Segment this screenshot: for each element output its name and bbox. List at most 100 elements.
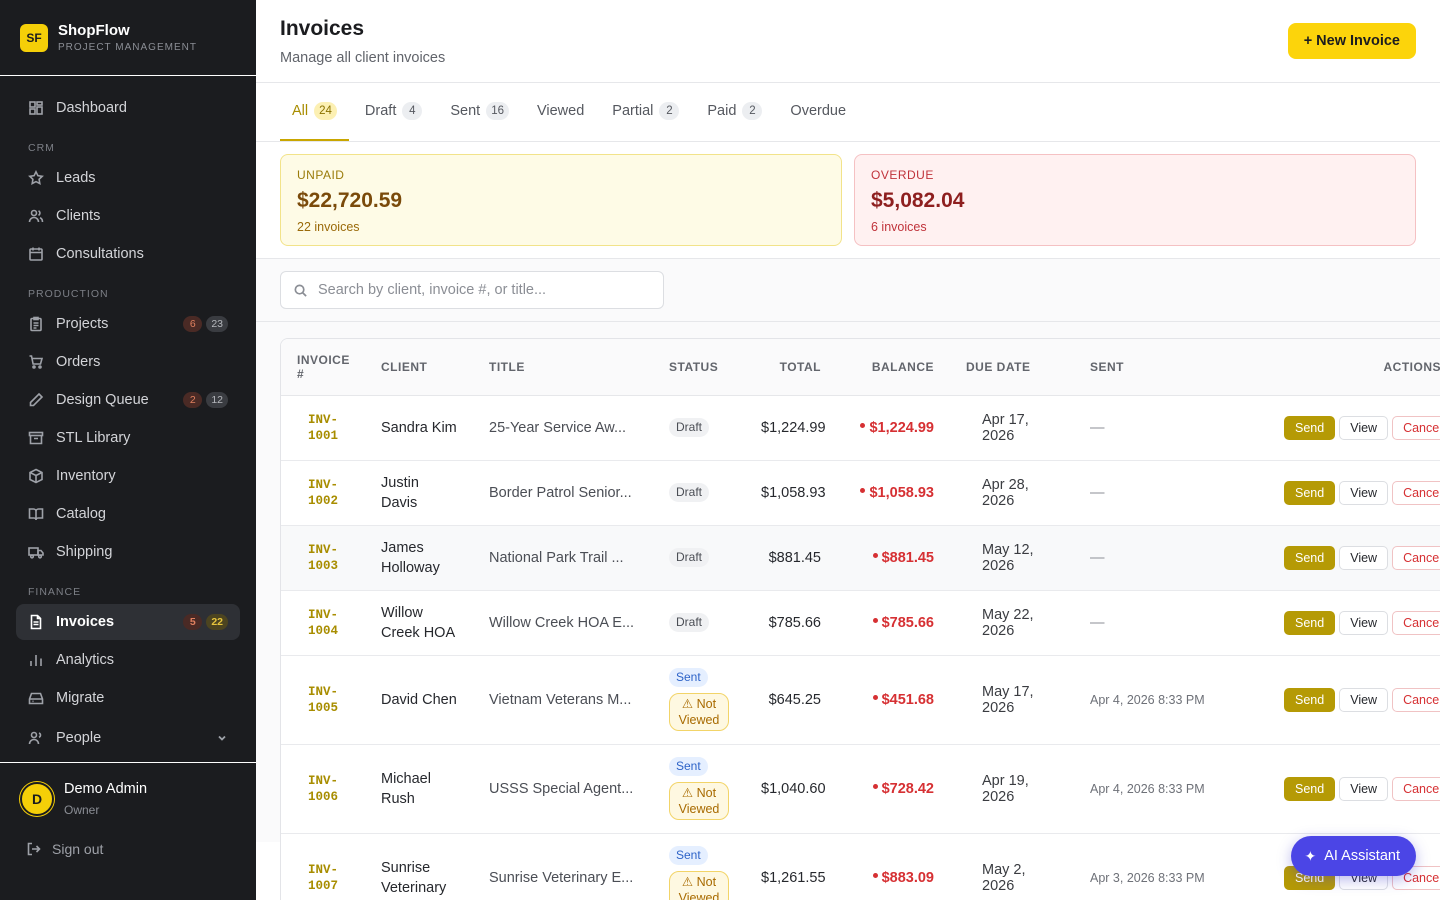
- package-icon: [28, 468, 44, 484]
- tab-sent[interactable]: Sent 16: [438, 83, 521, 141]
- invoice-number-cell[interactable]: INV- 1003: [281, 525, 365, 591]
- header-client[interactable]: CLIENT: [365, 339, 473, 396]
- status-badge: Draft: [669, 483, 710, 502]
- table-row[interactable]: INV- 1003 James Holloway National Park Trai…: [281, 525, 1440, 591]
- send-button[interactable]: Send: [1284, 776, 1336, 801]
- main-content: Invoices Manage all client invoices + Ne…: [256, 0, 1440, 900]
- header-status[interactable]: STATUS: [653, 339, 745, 396]
- cancel-button[interactable]: Cancel: [1392, 480, 1440, 505]
- star-icon: [28, 170, 44, 186]
- sidebar-item-migrate[interactable]: Migrate: [16, 680, 240, 716]
- invoice-number: 1003: [308, 558, 339, 573]
- tab-overdue[interactable]: Overdue: [778, 83, 858, 141]
- actions-cell: Send View Cancel: [1224, 460, 1440, 526]
- total-cell: $1,040.60: [745, 744, 837, 834]
- sidebar-item-projects[interactable]: Projects 6 23: [16, 306, 240, 342]
- send-button[interactable]: Send: [1284, 545, 1336, 570]
- ai-assistant-button[interactable]: ✦ AI Assistant: [1290, 836, 1416, 876]
- invoice-number: 1004: [308, 623, 339, 638]
- sent-cell: —: [1074, 525, 1224, 591]
- send-button[interactable]: Send: [1284, 610, 1336, 635]
- new-invoice-button[interactable]: + New Invoice: [1287, 23, 1416, 59]
- sidebar-item-consultations[interactable]: Consultations: [16, 236, 240, 272]
- ai-assistant-label: AI Assistant: [1324, 848, 1400, 864]
- search-input[interactable]: [318, 282, 648, 298]
- header-due-date[interactable]: DUE DATE: [950, 339, 1074, 396]
- header-balance[interactable]: BALANCE: [837, 339, 950, 396]
- sidebar-item-orders[interactable]: Orders: [16, 344, 240, 380]
- view-button[interactable]: View: [1339, 776, 1389, 801]
- view-button[interactable]: View: [1339, 610, 1389, 635]
- tab-count: 24: [314, 102, 337, 120]
- view-button[interactable]: View: [1339, 415, 1389, 440]
- cancel-button[interactable]: Cancel: [1392, 415, 1440, 440]
- tab-count: 2: [742, 102, 763, 120]
- user-profile[interactable]: D Demo Admin Owner: [20, 781, 236, 817]
- sidebar-item-clients[interactable]: Clients: [16, 198, 240, 234]
- hard-drive-icon: [28, 690, 44, 706]
- sidebar-item-invoices[interactable]: Invoices 5 22: [16, 604, 240, 640]
- table-row[interactable]: INV- 1005 David Chen Vietnam Veterans M... S…: [281, 655, 1440, 745]
- balance-value: $1,224.99: [869, 419, 934, 436]
- unpaid-value: $22,720.59: [297, 189, 403, 212]
- sidebar-item-label: Leads: [56, 170, 96, 186]
- sidebar-item-leads[interactable]: Leads: [16, 160, 240, 196]
- due-date-cell: May 17, 2026: [950, 655, 1074, 745]
- table-row[interactable]: INV- 1006 Michael Rush USSS Special Agent..…: [281, 744, 1440, 834]
- invoice-number-cell[interactable]: INV- 1004: [281, 590, 365, 656]
- header-invoice[interactable]: INVOICE #: [281, 339, 365, 396]
- tab-partial[interactable]: Partial 2: [600, 83, 691, 141]
- client-cell: Sunrise Veterinary: [365, 833, 473, 900]
- balance-cell: $785.66: [837, 590, 950, 656]
- cancel-button[interactable]: Cancel: [1392, 610, 1440, 635]
- header-sent[interactable]: SENT: [1074, 339, 1224, 396]
- overdue-dot-icon: [872, 618, 878, 624]
- view-button[interactable]: View: [1339, 545, 1389, 570]
- send-button[interactable]: Send: [1284, 415, 1336, 440]
- invoice-prefix: INV-: [308, 684, 339, 699]
- table-row[interactable]: INV- 1002 Justin Davis Border Patrol Senior…: [281, 460, 1440, 526]
- total-cell: $1,224.99: [745, 395, 837, 461]
- sidebar-item-inventory[interactable]: Inventory: [16, 458, 240, 494]
- invoice-number-cell[interactable]: INV- 1001: [281, 395, 365, 461]
- sign-out-button[interactable]: Sign out: [20, 841, 236, 857]
- table-row[interactable]: INV- 1004 Willow Creek HOA Willow Creek HOA…: [281, 590, 1440, 656]
- sidebar-item-dashboard[interactable]: Dashboard: [16, 90, 240, 126]
- cancel-button[interactable]: Cancel: [1392, 776, 1440, 801]
- table-row[interactable]: INV- 1001 Sandra Kim 25-Year Service Aw... D…: [281, 395, 1440, 461]
- header-title[interactable]: TITLE: [473, 339, 653, 396]
- balance-cell: $881.45: [837, 525, 950, 591]
- sidebar-item-analytics[interactable]: Analytics: [16, 642, 240, 678]
- sent-cell: —: [1074, 460, 1224, 526]
- view-button[interactable]: View: [1339, 687, 1389, 712]
- view-button[interactable]: View: [1339, 480, 1389, 505]
- search-box[interactable]: [280, 271, 664, 309]
- section-label-production: PRODUCTION: [28, 288, 109, 300]
- send-button[interactable]: Send: [1284, 687, 1336, 712]
- tab-paid[interactable]: Paid 2: [695, 83, 774, 141]
- send-button[interactable]: Send: [1284, 480, 1336, 505]
- sidebar-item-design-queue[interactable]: Design Queue 2 12: [16, 382, 240, 418]
- sidebar-item-people[interactable]: People: [16, 720, 240, 756]
- status-cell: Draft: [653, 590, 745, 656]
- header-total[interactable]: TOTAL: [745, 339, 837, 396]
- invoice-number-cell[interactable]: INV- 1002: [281, 460, 365, 526]
- cancel-button[interactable]: Cancel: [1392, 687, 1440, 712]
- invoice-number-cell[interactable]: INV- 1006: [281, 744, 365, 834]
- invoice-number-cell[interactable]: INV- 1005: [281, 655, 365, 745]
- invoice-number-cell[interactable]: INV- 1007: [281, 833, 365, 900]
- sidebar-item-catalog[interactable]: Catalog: [16, 496, 240, 532]
- actions-cell: Send View Cancel: [1224, 395, 1440, 461]
- balance-value: $881.45: [881, 549, 934, 566]
- balance-value: $1,058.93: [869, 484, 934, 501]
- table-row[interactable]: INV- 1007 Sunrise Veterinary Sunrise Veteri…: [281, 833, 1440, 900]
- cancel-button[interactable]: Cancel: [1392, 865, 1440, 890]
- tab-viewed[interactable]: Viewed: [525, 83, 596, 141]
- tab-all[interactable]: All 24: [280, 83, 349, 141]
- page-title: Invoices: [280, 17, 365, 40]
- cancel-button[interactable]: Cancel: [1392, 545, 1440, 570]
- sidebar-item-stl-library[interactable]: STL Library: [16, 420, 240, 456]
- tab-draft[interactable]: Draft 4: [353, 83, 434, 141]
- balance-cell: $883.09: [837, 833, 950, 900]
- sidebar-item-shipping[interactable]: Shipping: [16, 534, 240, 570]
